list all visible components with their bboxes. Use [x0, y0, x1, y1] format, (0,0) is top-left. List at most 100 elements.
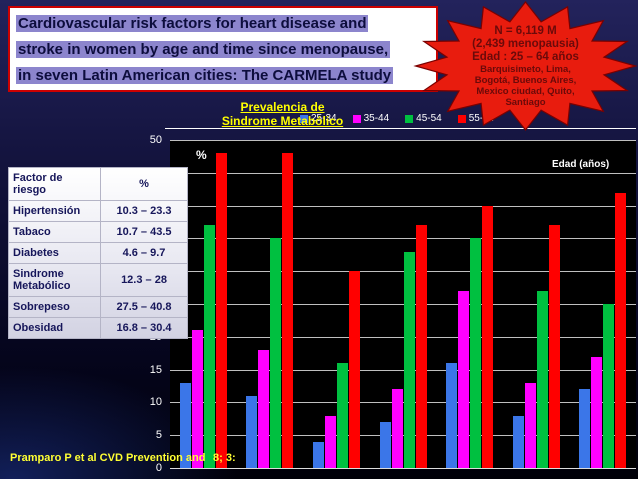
gridline	[170, 402, 636, 404]
y-axis-label: 5	[155, 429, 162, 442]
bar-35-44-group7	[591, 356, 603, 468]
gridline	[170, 369, 636, 371]
legend-label: 55-64	[468, 113, 495, 124]
table-cell: 27.5 – 40.8	[100, 296, 188, 318]
bar-55-64-group5	[482, 205, 494, 468]
legend-title-label: Edad (años)	[552, 159, 610, 170]
bar-25-34-group4	[379, 422, 391, 468]
gridline	[170, 205, 636, 207]
table-cell: Obesidad	[8, 317, 101, 339]
table-cell: Diabetes	[8, 242, 101, 264]
table-cell: 10.3 – 23.3	[100, 200, 188, 222]
study-title-row: Cardiovascular risk factors for heart di…	[16, 11, 430, 37]
chart-title-line: Prevalencia de	[240, 100, 325, 114]
table-cell: Sindrome Metabólico	[8, 263, 101, 297]
legend-swatch-icon	[352, 114, 361, 123]
starburst-line: Santiago	[505, 97, 546, 108]
legend-label: 25-34	[311, 113, 337, 124]
bar-55-64-group7	[615, 192, 627, 468]
bar-45-54-group1	[203, 225, 215, 468]
legend-item-35-44: 35-44	[352, 113, 390, 124]
table-cell: Tabaco	[8, 221, 101, 243]
study-title-line: in seven Latin American cities: The CARM…	[16, 67, 394, 84]
starburst-icon	[413, 1, 638, 131]
citation-fragment-right: 8; 3:	[213, 452, 236, 464]
table-row: Obesidad 16.8 – 30.4	[8, 317, 188, 339]
bar-25-34-group3	[312, 441, 324, 468]
table-row: Tabaco 10.7 – 43.5	[8, 221, 188, 243]
legend-item-55-64: 55-64	[457, 113, 495, 124]
starburst-line: N = 6,119 M	[494, 25, 557, 37]
risk-factor-table: Factor de riesgo% Hipertensión 10.3 – 23.…	[8, 167, 188, 339]
starburst-line: Edad : 25 – 64 años	[472, 51, 579, 63]
bar-25-34-group6	[512, 415, 524, 468]
bar-55-64-group2	[282, 153, 294, 468]
bar-45-54-group5	[470, 238, 482, 468]
bar-55-64-group3	[348, 271, 360, 468]
bar-35-44-group1	[191, 330, 203, 468]
chart-top-border	[165, 128, 636, 129]
bar-25-34-group2	[246, 395, 258, 468]
y-axis-label: 50	[149, 134, 162, 146]
citation-fragment-left: Pramparo P et al CVD Prevention and	[10, 452, 206, 464]
table-row: Hipertensión 10.3 – 23.3	[8, 200, 188, 222]
bar-45-54-group4	[403, 251, 415, 468]
gridline	[170, 140, 636, 141]
study-title-line: stroke in women by age and time since me…	[16, 41, 391, 58]
bar-55-64-group4	[415, 225, 427, 468]
bar-45-54-group3	[336, 363, 348, 468]
starburst-callout: N = 6,119 M (2,439 menopausia) Edad : 25…	[413, 0, 638, 133]
bar-35-44-group2	[258, 349, 270, 468]
starburst-text: N = 6,119 M (2,439 menopausia) Edad : 25…	[413, 0, 638, 133]
gridline	[170, 172, 636, 174]
legend-label: 45-54	[416, 113, 442, 124]
bar-35-44-group4	[391, 389, 403, 468]
bar-35-44-group6	[524, 382, 536, 468]
table-header: %	[100, 167, 188, 201]
gridline	[170, 271, 636, 273]
starburst-line: Mexico ciudad, Quito,	[476, 86, 575, 97]
bar-25-34-group7	[579, 389, 591, 468]
gridline	[170, 304, 636, 305]
bar-35-44-group5	[458, 290, 470, 468]
bar-25-34-group5	[446, 363, 458, 468]
bar-45-54-group7	[603, 304, 615, 468]
table-header-row: Factor de riesgo%	[8, 167, 188, 201]
starburst-line: Bogotá, Buenos Aires,	[474, 75, 577, 86]
plot-area	[170, 140, 636, 469]
bar-45-54-group2	[270, 238, 282, 468]
study-title-row: in seven Latin American cities: The CARM…	[16, 63, 430, 89]
y-axis-label: 0	[155, 462, 162, 474]
table-cell: 10.7 – 43.5	[100, 221, 188, 243]
table-body: Hipertensión 10.3 – 23.3 Tabaco 10.7 – 43.5…	[8, 200, 188, 339]
chart-title: Prevalencia de Sindrome Metabólico	[195, 100, 370, 128]
legend-item-45-54: 45-54	[405, 113, 442, 124]
study-title: Cardiovascular risk factors for heart di…	[8, 6, 438, 92]
table-row: Sobrepeso 27.5 – 40.8	[8, 296, 188, 318]
bar-55-64-group6	[548, 225, 560, 468]
bar-55-64-group1	[215, 153, 227, 468]
starburst-line: (2,439 menopausia)	[472, 38, 579, 50]
table-cell: 4.6 – 9.7	[100, 242, 188, 264]
gridline	[170, 435, 636, 437]
y-axis-unit-label: %	[196, 148, 207, 162]
gridline	[170, 238, 636, 240]
legend-item-25-34: 25-34	[300, 113, 337, 124]
table-cell: Sobrepeso	[8, 296, 101, 318]
legend-swatch-icon	[457, 114, 466, 123]
y-axis-label: 10	[149, 396, 162, 409]
study-title-line: Cardiovascular risk factors for heart di…	[16, 15, 369, 32]
y-axis-label: 15	[149, 363, 162, 376]
gridline	[170, 336, 636, 338]
table-cell: Hipertensión	[8, 200, 101, 222]
legend-swatch-icon	[405, 114, 414, 123]
legend-label: 35-44	[363, 113, 390, 124]
table-row: Sindrome Metabólico 12.3 – 28	[8, 263, 188, 297]
bar-45-54-group6	[536, 290, 548, 468]
table-cell: 16.8 – 30.4	[100, 317, 188, 339]
legend-swatch-icon	[300, 114, 308, 123]
starburst-line: Barquisimeto, Lima,	[480, 64, 571, 75]
table-header: Factor de riesgo	[8, 167, 101, 201]
table-row: Diabetes 4.6 – 9.7	[8, 242, 188, 264]
